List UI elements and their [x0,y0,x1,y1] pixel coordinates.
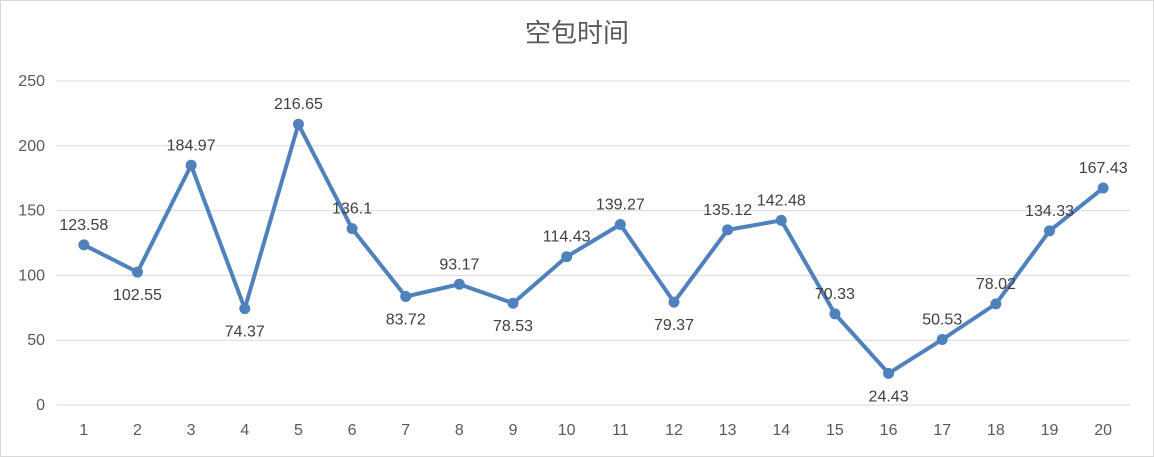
x-tick-label: 17 [933,422,951,439]
y-tick-label: 0 [36,397,45,414]
data-label: 123.58 [59,217,108,234]
data-point [185,159,197,171]
data-labels: 123.58 102.55 184.97 74.37 216.65 136.1 83.72 9… [59,96,1127,405]
x-tick-label: 5 [294,422,303,439]
data-point [829,308,841,320]
data-label: 74.37 [225,324,265,341]
data-point [883,367,895,379]
y-axis-ticks: 0 50 100 150 200 250 [18,73,45,414]
chart-title: 空包时间 [525,19,629,49]
data-label: 78.02 [976,276,1016,293]
data-points [78,118,1109,379]
gridlines [57,80,1130,406]
data-label: 93.17 [439,256,479,273]
data-point [239,303,251,315]
data-label: 136.1 [332,201,372,218]
data-label: 102.55 [113,287,162,304]
x-tick-label: 12 [665,422,683,439]
data-label: 83.72 [386,311,426,328]
data-point [936,334,948,346]
y-tick-label: 250 [18,73,45,90]
x-tick-label: 4 [240,422,249,439]
x-tick-label: 1 [79,422,88,439]
data-label: 139.27 [596,197,645,214]
data-label: 167.43 [1079,160,1128,177]
data-point [346,223,358,235]
data-point [614,219,626,231]
data-label: 70.33 [815,286,855,303]
series-line [81,122,1106,376]
data-point [775,214,787,226]
x-tick-label: 10 [558,422,576,439]
data-label: 135.12 [703,202,752,219]
data-point [1044,225,1056,237]
data-point [561,251,573,263]
x-tick-label: 18 [987,422,1005,439]
x-tick-label: 3 [187,422,196,439]
data-label: 134.33 [1025,203,1074,220]
x-tick-label: 20 [1094,422,1112,439]
x-tick-label: 13 [719,422,737,439]
data-point [78,239,90,251]
data-label: 24.43 [869,388,909,405]
data-label: 114.43 [543,229,591,246]
x-tick-label: 19 [1041,422,1059,439]
x-tick-label: 15 [826,422,844,439]
data-point [507,297,519,309]
data-label: 142.48 [757,192,806,209]
x-axis-ticks: 1 2 3 4 5 6 7 8 9 10 11 12 13 14 15 16 17 18 19 20 [79,422,1112,439]
data-point [292,118,304,130]
y-tick-label: 100 [18,267,45,284]
y-tick-label: 150 [18,203,45,220]
series-line-layer [81,122,1106,376]
data-point [1097,182,1109,194]
y-tick-label: 200 [18,138,45,155]
data-point [453,278,465,290]
x-tick-label: 9 [509,422,518,439]
y-tick-label: 50 [27,332,45,349]
data-point [722,224,734,236]
data-label: 79.37 [654,317,694,334]
data-label: 184.97 [167,137,216,154]
data-point [668,296,680,308]
x-tick-label: 11 [612,422,629,439]
x-tick-label: 6 [348,422,357,439]
data-point [990,298,1002,310]
data-point [131,266,143,278]
data-label: 50.53 [922,312,962,329]
x-tick-label: 8 [455,422,464,439]
x-tick-label: 16 [880,422,898,439]
x-tick-label: 2 [133,422,142,439]
data-point [400,290,412,302]
x-tick-label: 7 [401,422,410,439]
data-label: 78.53 [493,318,533,335]
data-label: 216.65 [274,96,323,113]
x-tick-label: 14 [772,422,790,439]
